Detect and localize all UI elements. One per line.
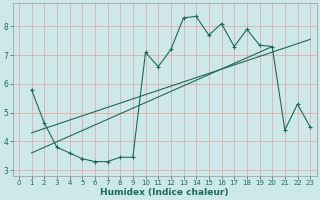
X-axis label: Humidex (Indice chaleur): Humidex (Indice chaleur) xyxy=(100,188,229,197)
